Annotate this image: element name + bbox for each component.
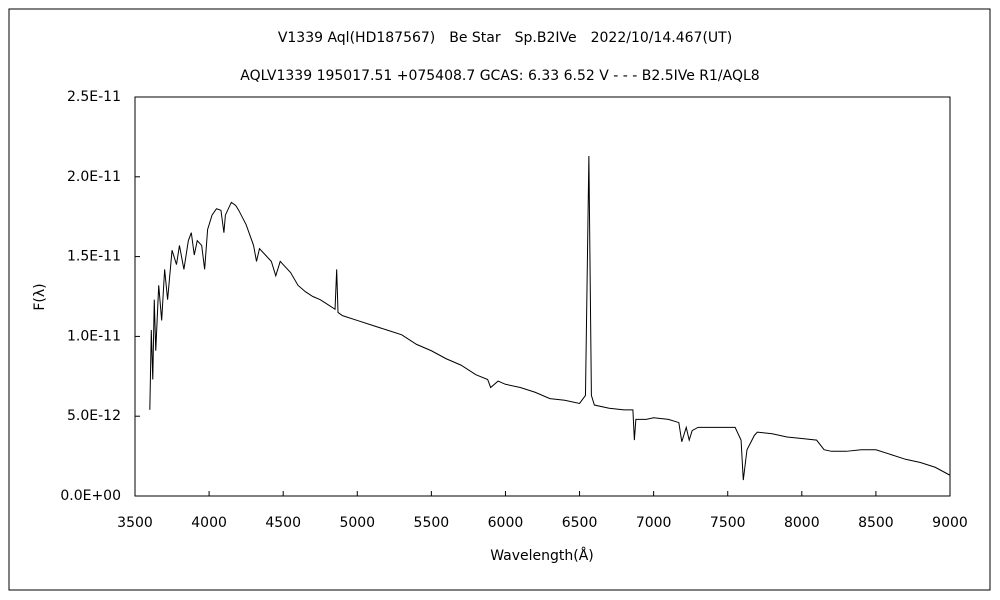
y-tick-label: 2.0E-11 [67,169,121,185]
x-tick-label: 8000 [784,515,820,531]
chart-subtitle: AQLV1339 195017.51 +075408.7 GCAS: 6.33 … [240,68,759,84]
x-tick-label: 7000 [636,515,672,531]
x-tick-label: 4000 [191,515,227,531]
x-axis-label: Wavelength(Å) [490,547,594,564]
x-tick-label: 6500 [562,515,598,531]
x-tick-label: 6000 [488,515,524,531]
x-tick-label: 8500 [858,515,894,531]
chart-border [8,8,991,591]
x-tick-label: 9000 [932,515,968,531]
x-tick-label: 4500 [265,515,301,531]
plot-frame [134,96,951,497]
spectrum-line [149,156,951,481]
chart-title: V1339 Aql(HD187567) Be Star Sp.B2IVe 202… [278,30,732,46]
x-tick-label: 5500 [414,515,450,531]
y-axis-label: F(λ) [32,283,48,310]
y-tick-label: 1.0E-11 [67,328,121,344]
y-tick-label: 2.5E-11 [67,89,121,105]
x-tick-label: 7500 [710,515,746,531]
y-tick-label: 0.0E+00 [60,488,121,504]
y-tick-label: 1.5E-11 [67,249,121,265]
y-tick-label: 5.0E-12 [67,408,121,424]
x-tick-label: 5000 [339,515,375,531]
x-tick-label: 3500 [117,515,153,531]
